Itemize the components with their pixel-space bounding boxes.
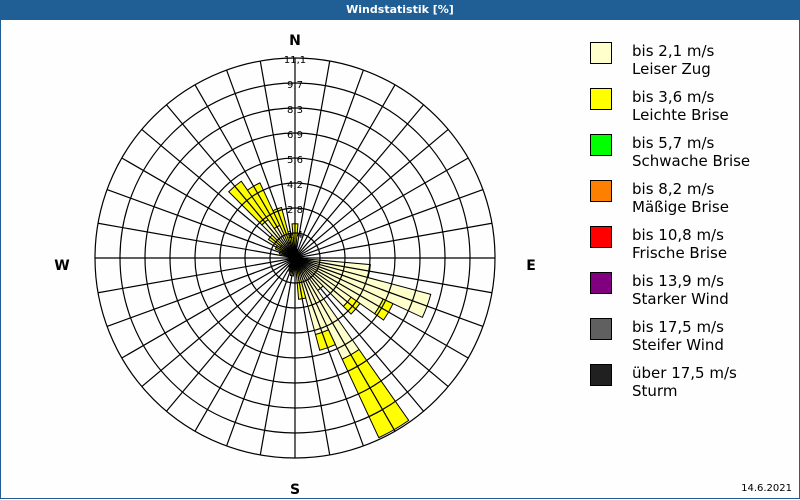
grid-spoke xyxy=(121,257,296,359)
legend-swatch xyxy=(590,88,612,110)
grid-spoke xyxy=(294,60,331,259)
grid-spoke xyxy=(121,157,296,259)
ring-label: 1,4 xyxy=(287,230,303,241)
grid-spoke xyxy=(294,257,449,388)
grid-spoke xyxy=(226,257,296,447)
legend-swatch xyxy=(590,364,612,386)
grid-spoke xyxy=(106,257,296,327)
compass-E: E xyxy=(526,258,536,274)
date-label: 14.6.2021 xyxy=(741,483,792,494)
grid-spoke xyxy=(194,84,296,259)
grid-spoke xyxy=(226,69,296,259)
legend-range: bis 13,9 m/s xyxy=(632,272,724,290)
ring-label: 4,2 xyxy=(287,180,303,191)
legend-range: bis 5,7 m/s xyxy=(632,134,715,152)
ring-label: 8,3 xyxy=(287,105,303,116)
legend-label: Frische Brise xyxy=(632,244,728,262)
legend-label: Mäßige Brise xyxy=(632,198,729,216)
legend-swatch xyxy=(590,318,612,340)
grid-spoke xyxy=(294,257,396,432)
grid-spoke xyxy=(294,257,425,412)
grid-spoke xyxy=(294,69,364,259)
window-title: Windstatistik [%] xyxy=(0,0,800,20)
ring-label: 2,8 xyxy=(287,205,303,216)
grid-spoke xyxy=(165,257,296,412)
legend-range: bis 2,1 m/s xyxy=(632,42,715,60)
grid-spoke xyxy=(165,104,296,259)
legend-swatch xyxy=(590,180,612,202)
compass-N: N xyxy=(289,33,301,49)
legend-range: über 17,5 m/s xyxy=(632,364,737,382)
legend-label: Sturm xyxy=(632,382,678,400)
grid-spoke xyxy=(294,257,364,447)
legend-label: Schwache Brise xyxy=(632,152,751,170)
legend-range: bis 3,6 m/s xyxy=(632,88,715,106)
legend-label: Starker Wind xyxy=(632,290,729,308)
grid-spoke xyxy=(259,257,296,456)
legend-label: Leiser Zug xyxy=(632,60,711,78)
legend-swatch xyxy=(590,42,612,64)
grid-spoke xyxy=(194,257,296,432)
grid-spoke xyxy=(294,257,331,456)
grid-spoke xyxy=(294,257,493,294)
ring-label: 11,1 xyxy=(284,55,306,66)
legend-range: bis 10,8 m/s xyxy=(632,226,724,244)
ring-label: 5,6 xyxy=(287,155,303,166)
legend-range: bis 8,2 m/s xyxy=(632,180,715,198)
legend-label: Steifer Wind xyxy=(632,336,724,354)
grid-spoke xyxy=(294,257,484,327)
grid-spoke xyxy=(97,257,296,294)
grid-spoke xyxy=(294,84,396,259)
compass-S: S xyxy=(290,482,300,498)
legend-range: bis 17,5 m/s xyxy=(632,318,724,336)
grid-spoke xyxy=(294,128,449,259)
grid-spoke xyxy=(294,257,469,359)
legend-swatch xyxy=(590,226,612,248)
legend-label: Leichte Brise xyxy=(632,106,729,124)
compass-W: W xyxy=(54,258,69,274)
grid-spoke xyxy=(294,222,493,259)
wind-rose-chart: 1,4 2,8 4,2 5,6 6,9 8,3 9,7 11,1 N E S W xyxy=(54,33,536,498)
grid-spoke xyxy=(294,189,484,259)
rose-sector xyxy=(341,348,410,439)
grid-spoke xyxy=(141,128,296,259)
legend-swatch xyxy=(590,134,612,156)
grid-spoke xyxy=(294,157,469,259)
legend-swatch xyxy=(590,272,612,294)
grid-spoke xyxy=(294,104,425,259)
grid-spoke xyxy=(259,60,296,259)
grid-spoke xyxy=(97,222,296,259)
ring-label: 9,7 xyxy=(287,80,303,91)
grid-spoke xyxy=(141,257,296,388)
grid-spoke xyxy=(106,189,296,259)
ring-label: 6,9 xyxy=(287,130,303,141)
